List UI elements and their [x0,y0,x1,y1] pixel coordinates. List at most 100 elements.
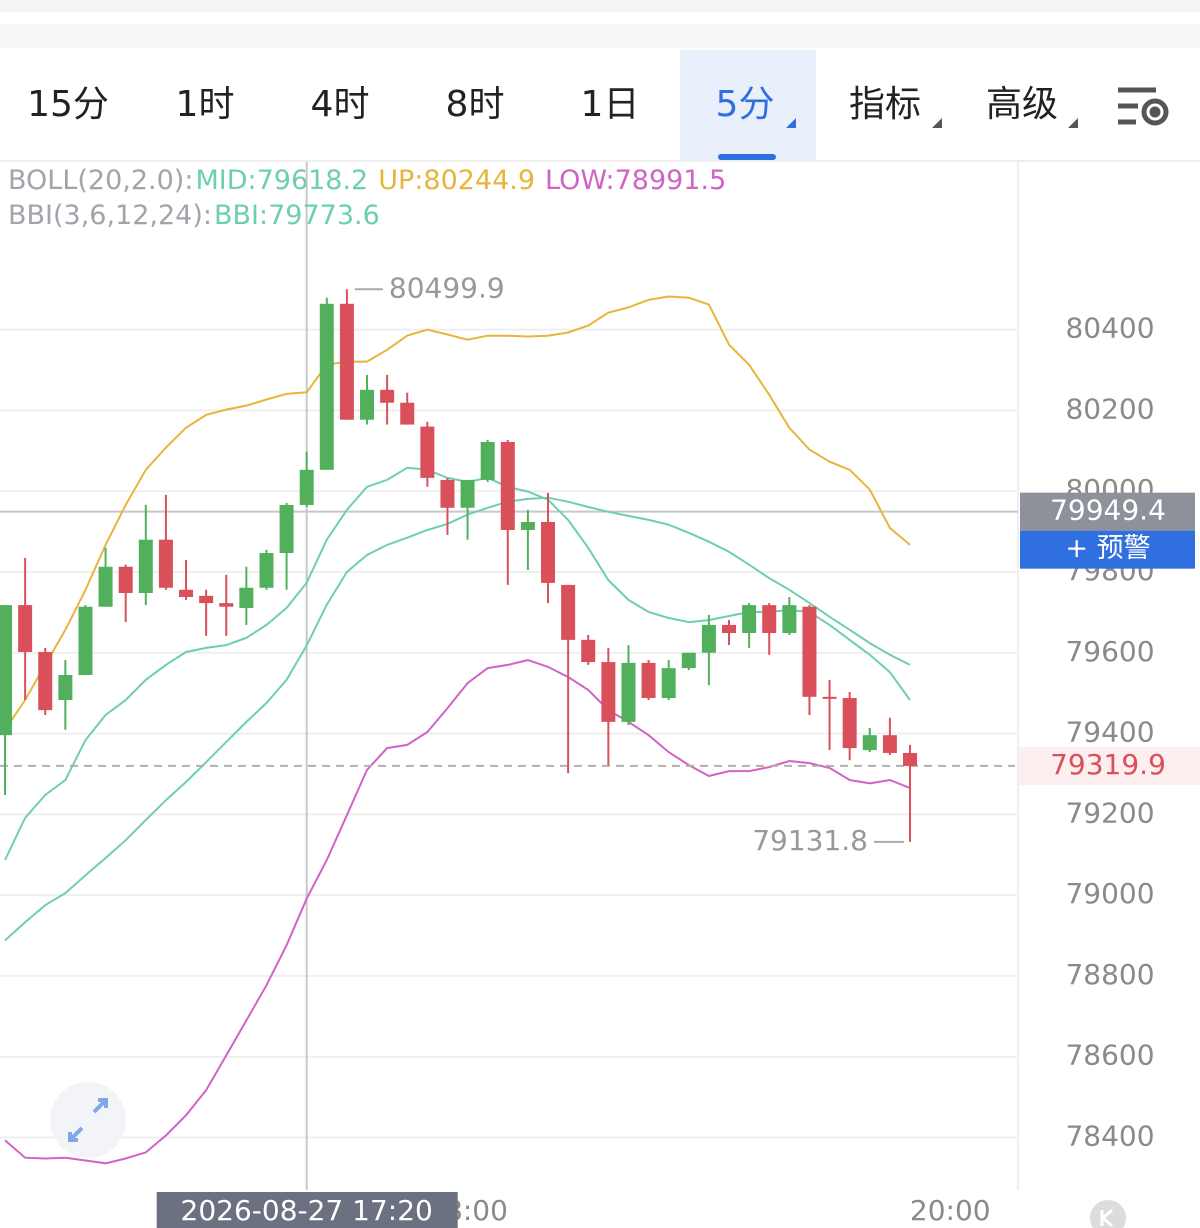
settings-icon[interactable] [1118,87,1169,126]
candle-body [480,441,495,480]
crosshair-time-label: 2026-08-27 17:20 [181,1194,433,1227]
candle-body [681,652,696,669]
tab[interactable]: 4时 [311,84,370,125]
y-tick-label: 80400 [1065,312,1154,345]
candle-body [762,605,777,633]
candle-body [641,662,656,699]
dropdown-caret [932,118,942,128]
tab[interactable]: 8时 [446,84,505,125]
candle-body [78,606,93,675]
alert-button[interactable] [1020,530,1195,569]
indicator-legend: BOLL(20,2.0):MID:79618.2 UP:80244.9 LOW:78… [8,165,726,196]
candle-body [319,303,334,470]
candle-body [199,595,214,604]
tab[interactable]: 1日 [581,84,640,125]
expand-button[interactable] [50,1082,126,1158]
candle-body [400,402,415,425]
candle-body [520,521,535,530]
x-tick-label: 20:00 [910,1194,991,1227]
active-tab-bg [680,50,816,160]
legend-title: BOLL(20,2.0): [8,165,193,196]
y-tick-label: 79600 [1065,635,1154,668]
candle-body [701,624,716,653]
candle-body [500,441,515,530]
tab[interactable]: 1时 [176,84,235,125]
legend-value: MID:79618.2 [195,165,368,196]
candle-body [581,639,596,663]
indicator-line [4,659,911,1165]
candle-body [299,469,314,505]
candle-body [339,303,354,420]
last-price-bg [1019,746,1200,785]
k-button[interactable] [1090,1200,1126,1228]
candle-body [460,479,475,508]
candle-body [621,662,636,722]
legend-title: BBI(3,6,12,24): [8,200,212,231]
candle-body [259,553,274,588]
candle-body [882,735,897,753]
candle-body [601,662,616,722]
header-band [0,24,1200,48]
dropdown-caret [786,118,796,128]
status-band [0,0,1200,12]
y-tick-label: 79400 [1065,716,1154,749]
candle-body [179,589,194,598]
candle-body [440,479,455,508]
alert-button-label: + 预警 [1065,533,1150,564]
high-label: 80499.9 [389,271,505,304]
candle-body [219,603,234,607]
candle-body [0,605,13,736]
y-tick-label: 79000 [1065,877,1154,910]
low-label: 79131.8 [752,824,868,857]
tab[interactable]: 15分 [27,84,109,125]
crosshair-price-label: 79949.4 [1050,494,1166,527]
candle-body [722,624,737,633]
y-tick-label: 78800 [1065,958,1154,991]
tab-bar: 15分 1时 4时 8时 1日 5分 指标 高级 [27,84,1058,125]
dropdown-caret [1068,118,1078,128]
tab[interactable]: 指标 [849,84,921,125]
candle-body [782,605,797,633]
candle-body [118,566,133,594]
candle-body [98,566,113,607]
legend-value: LOW:78991.5 [545,165,726,196]
grid: 7840078600788007900079200794007960079800… [0,312,1155,1152]
candle-body [58,675,73,701]
plot-area [0,162,1018,1190]
y-tick-label: 78600 [1065,1039,1154,1072]
candle-body [802,606,817,697]
candle-body [822,696,837,699]
indicator-line [4,295,911,731]
last-price-label: 79319.9 [1050,748,1166,781]
candle-body [239,587,254,608]
indicator-line [4,496,911,942]
candle-body [903,752,918,766]
y-tick-label: 79200 [1065,796,1154,829]
legend-value: UP:80244.9 [378,165,535,196]
legend-value: BBI:79773.6 [214,200,380,231]
candle-body [279,504,294,554]
active-tab-indicator [718,154,776,160]
candle-body [661,668,676,699]
tab[interactable]: 高级 [986,84,1058,125]
candle-body [742,605,757,633]
crosshair-time-bg [156,1192,458,1228]
y-tick-label: 80200 [1065,392,1154,425]
candle-body [420,426,435,478]
tab[interactable]: 5分 [716,84,775,125]
candle-body [862,735,877,751]
candle-body [18,605,33,652]
candle-body [360,389,375,420]
y-tick-label: 78400 [1065,1119,1154,1152]
indicator-line [4,466,911,861]
overlay: 80499.9 79131.8 BOLL(20,2.0):MID:79618.2 UP… [8,165,1200,1228]
candle-body [380,389,395,403]
candle-body [561,584,576,640]
candle-body [158,539,173,588]
candle-body [38,651,53,711]
crosshair-price-bg [1020,492,1195,531]
candle-body [138,539,153,594]
indicator-legend: BBI(3,6,12,24):BBI:79773.6 [8,200,380,231]
